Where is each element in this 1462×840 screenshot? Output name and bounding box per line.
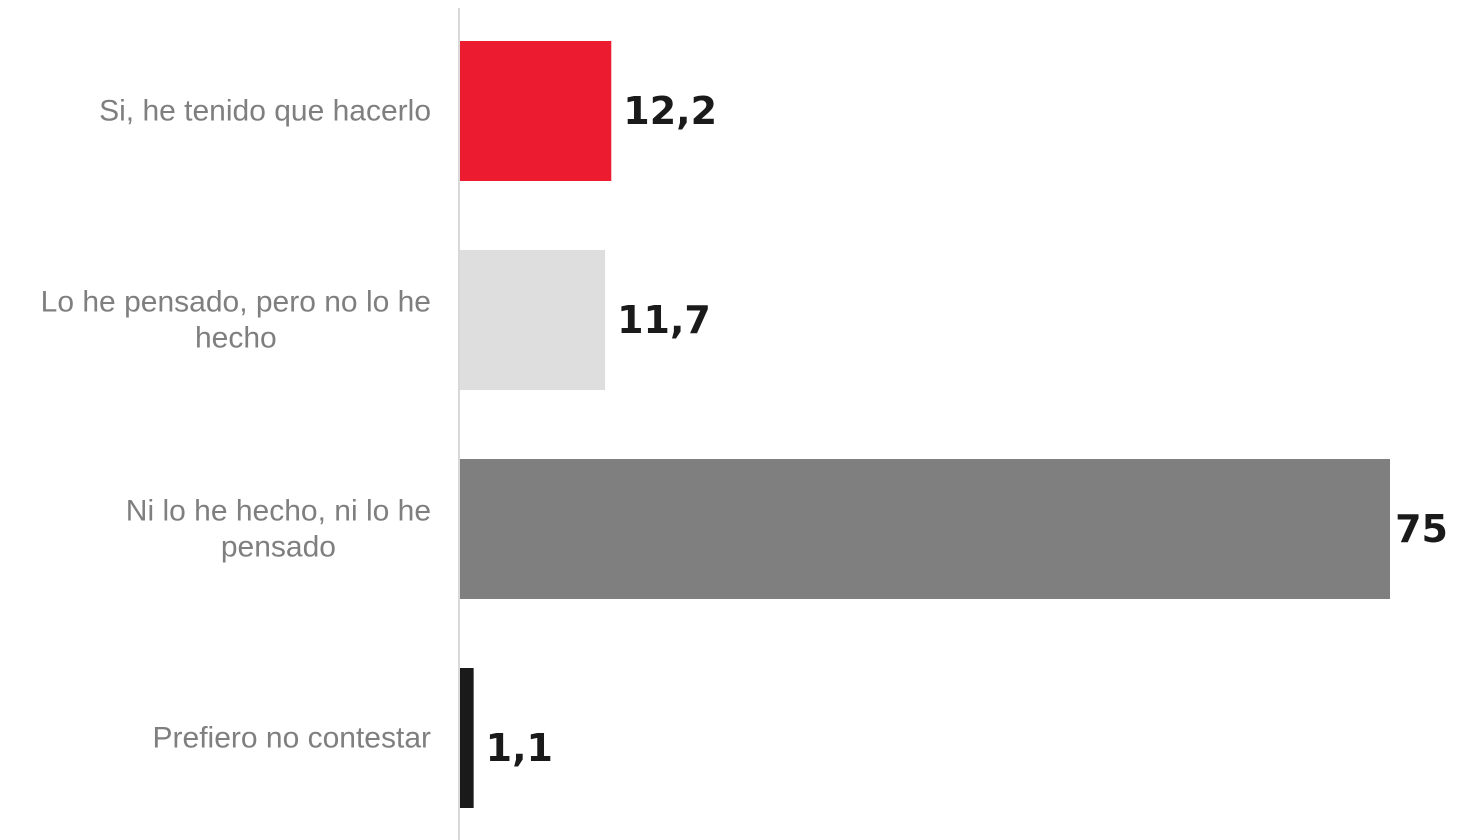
category-label-1-line-0: Lo he pensado, pero no lo he	[41, 286, 431, 319]
category-label-2-line-0: Ni lo he hecho, ni lo he	[126, 495, 431, 528]
value-label-3: 1,1	[486, 726, 553, 770]
value-label-2: 75	[1395, 507, 1448, 551]
bar-0	[460, 41, 612, 181]
category-labels-group: Si, he tenido que hacerlo Lo he pensado, …	[41, 95, 431, 755]
category-label-1-line-1: hecho	[195, 322, 277, 355]
category-label-3-line-0: Prefiero no contestar	[153, 722, 431, 755]
bars-group	[460, 41, 1390, 808]
value-label-0: 12,2	[623, 89, 717, 133]
bar-2	[460, 459, 1390, 599]
bar-1	[460, 250, 606, 390]
category-label-0-line-0: Si, he tenido que hacerlo	[99, 95, 431, 128]
value-label-1: 11,7	[617, 298, 711, 342]
value-labels-group: 12,2 11,7 75 1,1	[486, 89, 1448, 770]
category-label-2-line-1: pensado	[221, 531, 336, 564]
bar-3	[460, 668, 474, 808]
